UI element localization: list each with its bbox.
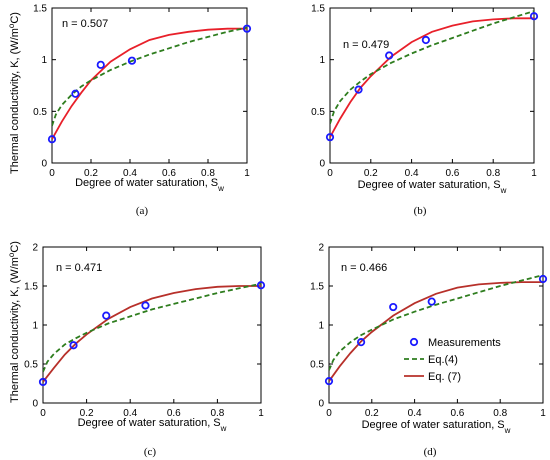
measurement-point [69,341,78,350]
porosity-annotation: n = 0.466 [341,262,387,274]
measurement-point [102,311,111,320]
x-axis-label: Degree of water saturation, Sw [358,179,507,195]
x-tick-label: 0 [326,408,332,419]
measurement-point [242,24,252,33]
legend-marker-measurements [409,337,419,347]
y-tick-label: 0 [32,399,38,410]
subfigure-label: (c) [144,446,157,458]
x-tick-label: 0.6 [450,408,464,419]
y-tick-label: 2 [32,243,38,254]
x-tick-label: 0 [327,168,333,179]
x-tick-label: 0.6 [162,168,176,179]
porosity-annotation: n = 0.507 [62,18,108,30]
subfigure-label: (b) [414,205,427,217]
y-tick-label: 1.5 [311,4,325,15]
measurement-point [389,302,398,312]
x-tick-label: 0.2 [364,168,378,179]
legend-label: Measurements [428,337,501,349]
measurement-point [127,56,137,65]
y-tick-label: 0.5 [310,360,324,371]
y-tick-label: 0.5 [24,360,38,371]
plot-frame [51,7,248,164]
porosity-annotation: n = 0.479 [343,39,389,51]
measurement-point [325,133,335,142]
x-tick-label: 0 [49,168,55,179]
x-tick-label: 0.2 [80,408,94,419]
series-line-eq4 [330,10,534,124]
chart-panel-c: 0 0.2 0.4 0.6 0.8 1 0 0.5 1 1.5 2 n = 0.471 Degree o… [7,241,266,458]
series-line-eq7 [43,285,261,383]
plot-frame [329,7,535,164]
y-axis-label: Thermal conductivity, K, (W/moC) [7,12,22,174]
y-tick-label: 0.5 [311,107,325,118]
x-axis-label: Degree of water saturation, Sw [78,417,227,433]
y-tick-label: 1 [32,321,38,332]
measurement-point [96,60,105,69]
measurement-point [324,377,334,386]
y-tick-label: 0 [41,159,47,170]
y-tick-label: 1 [319,55,325,66]
x-tick-label: 0.2 [365,408,379,419]
measurement-point [354,85,363,94]
x-tick-label: 0.8 [493,408,507,419]
measurement-point [256,281,266,290]
subfigure-label: (a) [136,205,149,217]
subfigure-label: (d) [424,446,437,458]
y-tick-label: 1.5 [310,282,324,293]
x-tick-label: 1 [540,408,546,419]
y-tick-label: 1.5 [24,282,38,293]
y-tick-label: 0 [318,399,324,410]
series-line-eq7 [330,17,534,138]
measurement-point [141,301,150,310]
x-tick-label: 0.4 [405,168,419,179]
series-line-eq7 [52,27,247,140]
x-tick-label: 1 [531,168,537,179]
x-tick-label: 0.8 [486,168,500,179]
x-axis-label: Degree of water saturation, Sw [362,419,511,435]
measurement-point [47,135,57,144]
measurement-point [71,89,80,98]
x-tick-label: 0.8 [210,408,224,419]
measurement-point [427,297,436,306]
chart-panel-b: 0 0.2 0.4 0.6 0.8 1 0 0.5 1 1.5 n = 0.479 Degree of… [311,4,539,217]
chart-panel-a: 0 0.2 0.4 0.6 0.8 1 0 0.5 1 1.5 n = 0.507 Degree of… [7,4,252,217]
x-tick-label: 0.6 [445,168,459,179]
measurement-point [529,12,539,21]
legend: Measurements Eq.(4) Eq. (7) [404,337,501,383]
x-tick-label: 1 [258,408,264,419]
x-tick-label: 0.2 [84,168,98,179]
y-tick-label: 0 [319,159,325,170]
y-tick-label: 1 [41,55,47,66]
x-tick-label: 0.4 [123,408,137,419]
measurement-point [538,274,548,284]
series-line-eq4 [329,274,543,371]
measurement-point [385,51,394,60]
y-tick-label: 0.5 [33,107,47,118]
series-line-eq4 [52,26,247,127]
y-tick-label: 2 [318,243,324,254]
series-line-eq4 [43,282,261,373]
x-tick-label: 0.6 [167,408,181,419]
measurement-point [421,35,430,45]
x-tick-label: 1 [244,168,250,179]
series-line-eq7 [329,281,543,382]
porosity-annotation: n = 0.471 [56,262,102,274]
legend-label: Eq.(4) [428,354,458,366]
x-tick-label: 0.4 [123,168,137,179]
x-tick-label: 0 [40,408,46,419]
y-axis-label: Thermal conductivity, K, (W/moC) [7,241,22,403]
y-tick-label: 1 [318,321,324,332]
y-tick-label: 1.5 [33,4,47,15]
measurement-point [356,338,366,347]
x-axis-label: Degree of water saturation, Sw [75,177,224,193]
legend-label: Eq. (7) [428,371,461,383]
chart-panel-d: 0 0.2 0.4 0.6 0.8 1 0 0.5 1 1.5 2 n = 0.466 Degree o… [310,243,548,458]
x-tick-label: 0.4 [408,408,422,419]
x-tick-label: 0.8 [201,168,215,179]
measurement-point [38,377,48,387]
